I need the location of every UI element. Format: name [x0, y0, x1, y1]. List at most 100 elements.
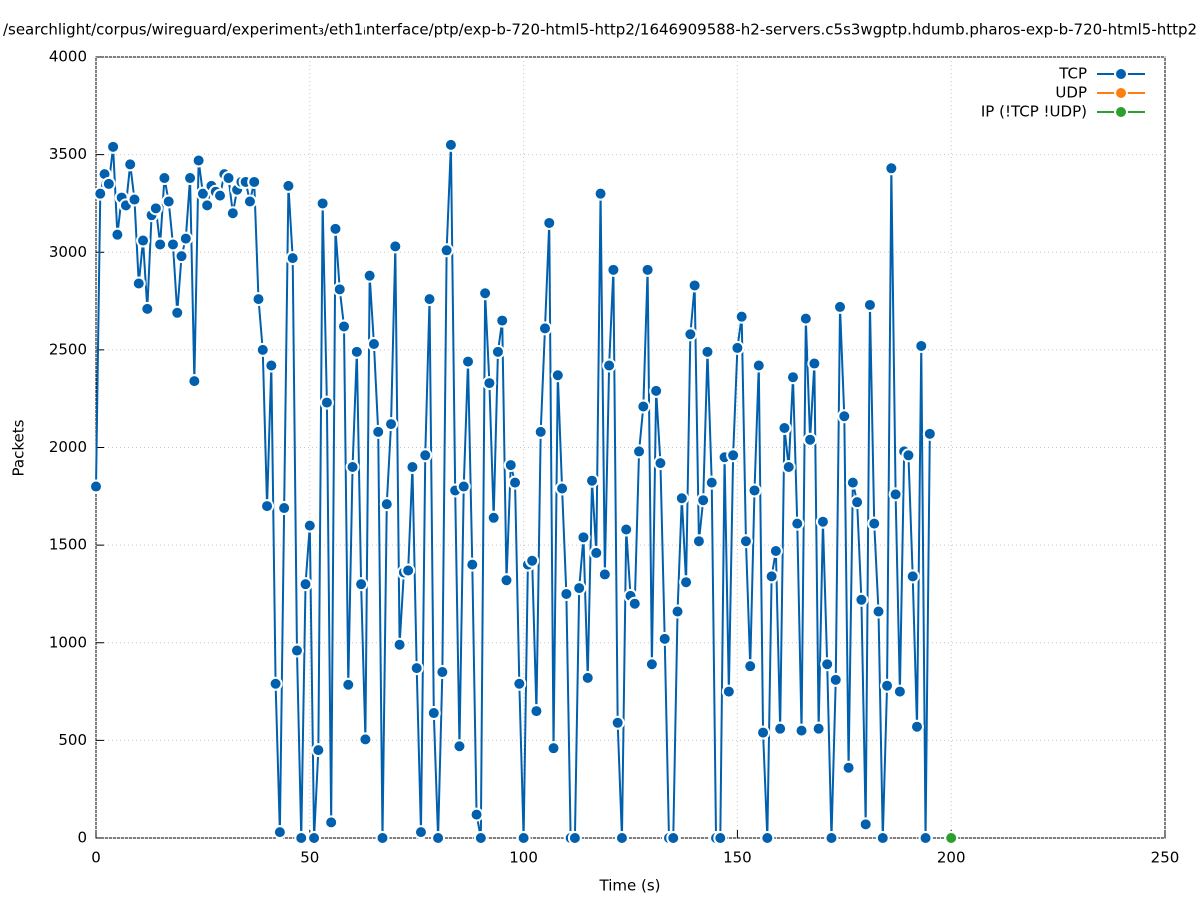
- point: [743, 659, 758, 674]
- legend-label: IP (!TCP !UDP): [981, 103, 1087, 121]
- point: [696, 493, 711, 508]
- point: [555, 481, 570, 496]
- point: [764, 569, 779, 584]
- point: [482, 376, 497, 391]
- point: [580, 670, 595, 685]
- point: [585, 473, 600, 488]
- point: [443, 137, 458, 152]
- point: [627, 596, 642, 611]
- point: [294, 831, 309, 845]
- point: [153, 237, 168, 252]
- point: [777, 420, 792, 435]
- point: [751, 358, 766, 373]
- point: [644, 657, 659, 672]
- y-tick-label: 2500: [49, 340, 87, 358]
- point: [503, 458, 518, 473]
- point: [871, 604, 886, 619]
- point: [738, 534, 753, 549]
- y-tick-label: 2000: [49, 438, 87, 456]
- point: [315, 196, 330, 211]
- x-axis-label: Time (s): [599, 877, 661, 895]
- x-tick-label: 50: [300, 849, 319, 867]
- y-tick-label: 500: [58, 731, 87, 749]
- point: [337, 319, 352, 334]
- point: [260, 499, 275, 514]
- point: [824, 831, 839, 845]
- point: [242, 194, 257, 209]
- point: [384, 417, 399, 432]
- point: [379, 497, 394, 512]
- point: [892, 684, 907, 699]
- point: [845, 475, 860, 490]
- legend-marker: [1114, 67, 1128, 81]
- point: [597, 567, 612, 582]
- point: [614, 831, 629, 845]
- point: [713, 831, 728, 845]
- point: [546, 741, 561, 756]
- point: [426, 706, 441, 721]
- point: [140, 301, 155, 316]
- point: [837, 409, 852, 424]
- point: [512, 676, 527, 691]
- point: [418, 448, 433, 463]
- point: [747, 483, 762, 498]
- point: [366, 337, 381, 352]
- point: [875, 831, 890, 845]
- point: [862, 297, 877, 312]
- point: [358, 732, 373, 747]
- y-axis-label: Packets: [10, 419, 28, 476]
- legend-marker: [1114, 105, 1128, 119]
- y-tick-label: 1500: [49, 536, 87, 554]
- point: [567, 831, 582, 845]
- point: [106, 139, 121, 154]
- point: [341, 677, 356, 692]
- point: [123, 157, 138, 172]
- point: [542, 215, 557, 230]
- point: [170, 305, 185, 320]
- point: [200, 198, 215, 213]
- point: [700, 344, 715, 359]
- point: [760, 831, 775, 845]
- point: [798, 311, 813, 326]
- point: [221, 171, 236, 186]
- point: [670, 604, 685, 619]
- point: [687, 278, 702, 293]
- point: [815, 514, 830, 529]
- point: [277, 501, 292, 516]
- point: [683, 327, 698, 342]
- x-tick-label: 250: [1151, 849, 1180, 867]
- point: [486, 510, 501, 525]
- point: [371, 424, 386, 439]
- point: [803, 432, 818, 447]
- point: [439, 243, 454, 258]
- point: [537, 321, 552, 336]
- point: [319, 395, 334, 410]
- point: [909, 719, 924, 734]
- point: [183, 171, 198, 186]
- chart-title: /searchlight/corpus/wireguard/experiment…: [3, 21, 1197, 39]
- point: [619, 522, 634, 537]
- point: [473, 831, 488, 845]
- point: [606, 262, 621, 277]
- point: [785, 370, 800, 385]
- point: [195, 186, 210, 201]
- point: [944, 831, 959, 845]
- point: [602, 358, 617, 373]
- point: [289, 643, 304, 658]
- point: [302, 518, 317, 533]
- point: [225, 206, 240, 221]
- point: [165, 237, 180, 252]
- point: [93, 186, 108, 201]
- point: [388, 239, 403, 254]
- point: [905, 569, 920, 584]
- point: [820, 657, 835, 672]
- point: [281, 178, 296, 193]
- point: [828, 672, 843, 687]
- point: [328, 221, 343, 236]
- point: [781, 460, 796, 475]
- point: [790, 516, 805, 531]
- x-tick-label: 200: [937, 849, 966, 867]
- point: [884, 161, 899, 176]
- point: [161, 194, 176, 209]
- point: [593, 186, 608, 201]
